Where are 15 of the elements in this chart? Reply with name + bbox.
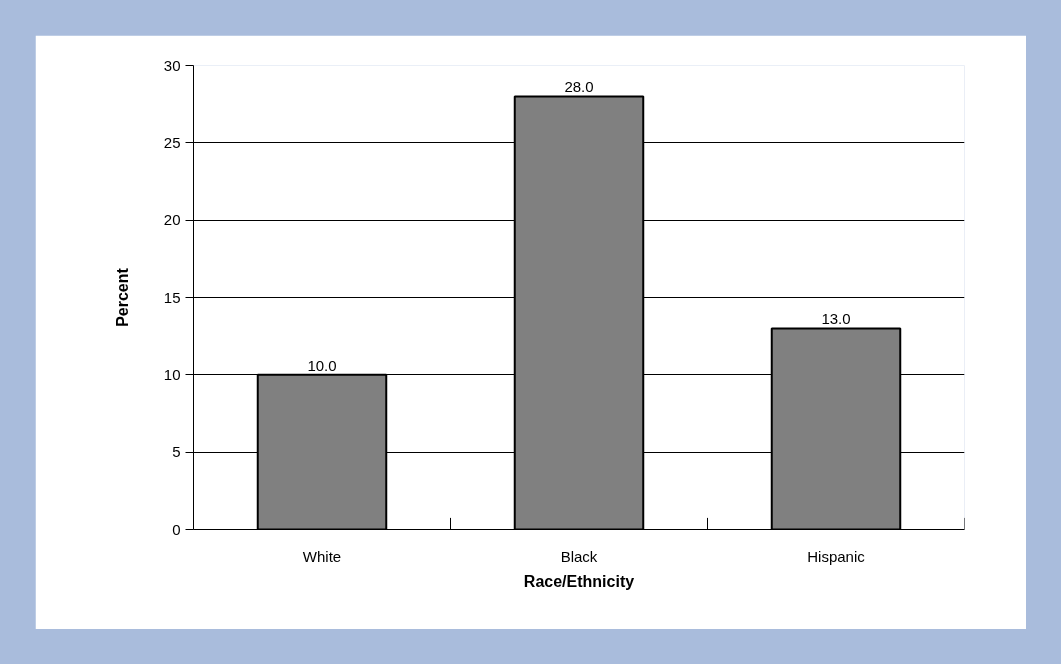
y-tick-label: 5 xyxy=(172,443,181,461)
y-tick-label: 15 xyxy=(163,288,181,306)
y-axis-title: Percent xyxy=(113,267,131,327)
data-label: 28.0 xyxy=(564,78,594,96)
y-tick-label: 10 xyxy=(163,365,181,383)
x-tick-label: Hispanic xyxy=(807,547,866,565)
data-label: 13.0 xyxy=(821,310,851,328)
y-tick-label: 20 xyxy=(163,211,181,229)
x-tick-label: Black xyxy=(560,547,598,565)
x-axis-title: Race/Ethnicity xyxy=(523,572,635,590)
y-tick-label: 30 xyxy=(163,56,181,74)
data-label: 10.0 xyxy=(307,356,337,374)
x-tick-label: White xyxy=(302,547,342,565)
y-tick-label: 0 xyxy=(172,520,181,538)
y-tick-label: 25 xyxy=(163,133,181,151)
